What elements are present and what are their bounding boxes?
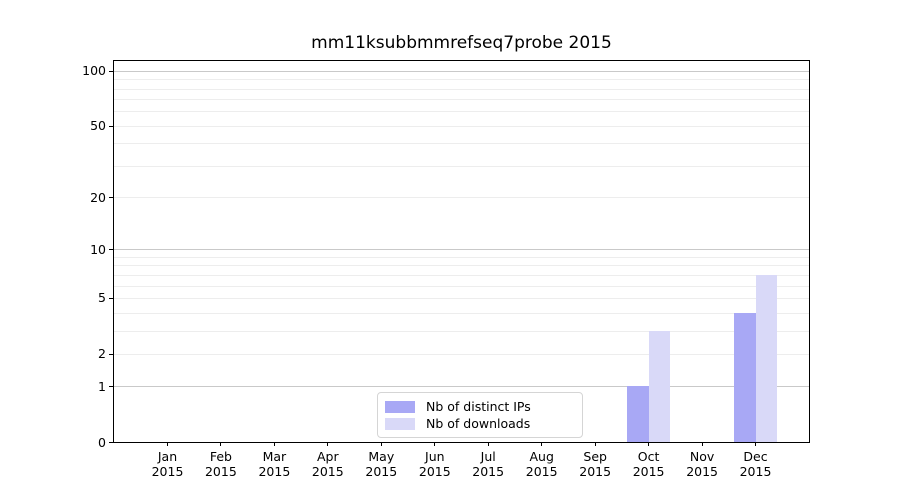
gridline-20 bbox=[114, 197, 809, 199]
legend-item-distinct-ips: Nb of distinct IPs bbox=[385, 399, 574, 414]
x-tick-label-may: May 2015 bbox=[365, 449, 398, 479]
x-tick-mark-dec bbox=[755, 442, 756, 446]
y-tick-label-5: 5 bbox=[98, 290, 106, 306]
y-tick-mark-100 bbox=[109, 70, 113, 72]
x-tick-label-dec: Dec 2015 bbox=[739, 449, 772, 479]
x-tick-mark-jan bbox=[167, 442, 168, 446]
gridline-10 bbox=[114, 249, 809, 251]
y-tick-mark-2 bbox=[109, 353, 113, 355]
legend-swatch-distinct-ips bbox=[385, 400, 415, 413]
chart-title: mm11ksubbmmrefseq7probe 2015 bbox=[311, 33, 612, 53]
y-tick-mark-1 bbox=[109, 386, 113, 388]
y-tick-mark-20 bbox=[109, 197, 113, 199]
gridline-90 bbox=[114, 79, 809, 81]
x-tick-label-apr: Apr 2015 bbox=[311, 449, 344, 479]
gridline-60 bbox=[114, 111, 809, 113]
bar-oct-distinct-ips bbox=[627, 386, 649, 442]
gridline-100 bbox=[114, 70, 809, 72]
y-tick-label-10: 10 bbox=[90, 241, 106, 257]
gridline-4 bbox=[114, 312, 809, 314]
x-tick-mark-jun bbox=[434, 442, 436, 446]
x-tick-mark-oct bbox=[648, 442, 650, 446]
legend-label-distinct-ips: Nb of distinct IPs bbox=[426, 399, 531, 414]
y-tick-label-2: 2 bbox=[98, 346, 106, 362]
x-tick-mark-apr bbox=[327, 442, 329, 446]
legend: Nb of distinct IPs Nb of downloads bbox=[377, 392, 583, 438]
x-tick-label-nov: Nov 2015 bbox=[686, 449, 718, 479]
x-tick-mark-feb bbox=[220, 442, 222, 446]
y-tick-mark-0 bbox=[109, 442, 113, 443]
gridline-1 bbox=[114, 386, 809, 388]
gridline-50 bbox=[114, 125, 809, 127]
y-tick-mark-5 bbox=[109, 297, 113, 299]
y-tick-mark-10 bbox=[109, 249, 113, 251]
plot-area bbox=[113, 60, 810, 443]
x-tick-mark-nov bbox=[701, 442, 703, 446]
x-tick-mark-jul bbox=[487, 442, 489, 446]
legend-label-downloads: Nb of downloads bbox=[426, 416, 531, 431]
gridline-80 bbox=[114, 88, 809, 90]
y-tick-mark-50 bbox=[109, 125, 113, 127]
gridline-70 bbox=[114, 99, 809, 101]
x-tick-label-jul: Jul 2015 bbox=[472, 449, 505, 479]
x-tick-label-jan: Jan 2015 bbox=[151, 449, 184, 479]
x-tick-label-feb: Feb 2015 bbox=[204, 449, 237, 479]
bar-dec-downloads bbox=[755, 274, 777, 442]
gridline-30 bbox=[114, 165, 809, 167]
y-tick-label-20: 20 bbox=[90, 189, 106, 205]
x-tick-label-aug: Aug 2015 bbox=[525, 449, 558, 479]
gridline-3 bbox=[114, 330, 809, 332]
gridline-2 bbox=[114, 353, 809, 355]
bar-dec-distinct-ips bbox=[734, 312, 756, 442]
y-tick-label-1: 1 bbox=[98, 378, 106, 394]
x-tick-mark-aug bbox=[541, 442, 543, 446]
y-tick-label-50: 50 bbox=[90, 118, 106, 134]
gridline-6 bbox=[114, 285, 809, 287]
bar-oct-downloads bbox=[648, 330, 670, 442]
legend-item-downloads: Nb of downloads bbox=[385, 416, 574, 431]
gridline-40 bbox=[114, 143, 809, 145]
x-tick-mark-sep bbox=[594, 442, 596, 446]
gridline-5 bbox=[114, 297, 809, 299]
x-tick-mark-mar bbox=[273, 442, 275, 446]
x-tick-mark-may bbox=[380, 442, 382, 446]
x-tick-label-jun: Jun 2015 bbox=[418, 449, 451, 479]
x-tick-label-sep: Sep 2015 bbox=[579, 449, 612, 479]
y-tick-label-0: 0 bbox=[98, 434, 106, 450]
gridline-7 bbox=[114, 274, 809, 276]
x-tick-label-mar: Mar 2015 bbox=[258, 449, 291, 479]
gridline-8 bbox=[114, 265, 809, 267]
gridline-9 bbox=[114, 256, 809, 258]
y-tick-label-100: 100 bbox=[82, 63, 106, 79]
legend-swatch-downloads bbox=[385, 417, 415, 430]
x-tick-label-oct: Oct 2015 bbox=[632, 449, 665, 479]
